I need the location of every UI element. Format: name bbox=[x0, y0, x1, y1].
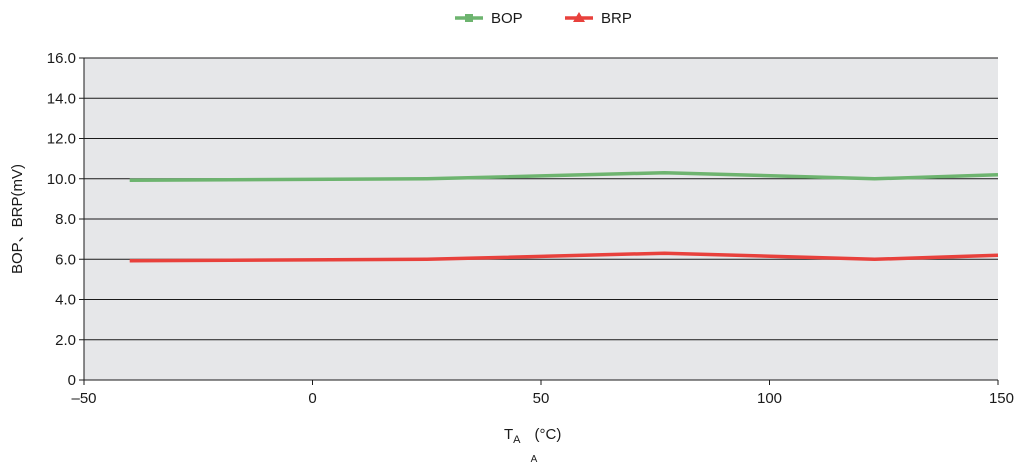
y-tick-label: 2.0 bbox=[55, 332, 76, 349]
y-tick-label: 12.0 bbox=[47, 131, 76, 148]
x-axis-note: A bbox=[531, 454, 538, 465]
y-tick-label: 10.0 bbox=[47, 171, 76, 188]
y-tick-label: 0 bbox=[68, 372, 76, 389]
legend-item-bop: BOP bbox=[455, 10, 523, 27]
legend-marker-brp bbox=[573, 12, 585, 22]
x-tick-label: –50 bbox=[71, 390, 96, 407]
series-layer bbox=[129, 170, 999, 263]
y-tick-label: 4.0 bbox=[55, 292, 76, 309]
x-axis-title-subscript: A bbox=[513, 434, 521, 446]
legend: BOP BRP bbox=[455, 10, 632, 27]
y-axis-ticks: 0 2.0 4.0 6.0 8.0 10.0 12.0 14.0 16.0 bbox=[47, 50, 84, 389]
y-tick-label: 8.0 bbox=[55, 211, 76, 228]
x-axis-title-unit: (°C) bbox=[535, 426, 562, 443]
y-tick-label: 6.0 bbox=[55, 251, 76, 268]
x-axis-ticks: –50 0 50 100 150 bbox=[71, 380, 1014, 407]
legend-marker-bop bbox=[465, 14, 473, 22]
x-tick-label: 150 bbox=[989, 390, 1014, 407]
x-tick-label: 50 bbox=[533, 390, 550, 407]
series-line-brp bbox=[129, 251, 999, 263]
legend-label-bop: BOP bbox=[491, 10, 523, 27]
legend-label-brp: BRP bbox=[601, 10, 632, 27]
y-tick-label: 16.0 bbox=[47, 50, 76, 67]
y-tick-label: 14.0 bbox=[47, 90, 76, 107]
x-axis-title-main: T bbox=[504, 426, 513, 443]
series-line-bop bbox=[129, 170, 999, 182]
x-axis-title: TA (°C) bbox=[504, 426, 561, 446]
x-tick-label: 0 bbox=[308, 390, 316, 407]
x-tick-label: 100 bbox=[757, 390, 782, 407]
y-axis-title: BOP、BRP(mV) bbox=[9, 164, 26, 274]
legend-item-brp: BRP bbox=[565, 10, 632, 27]
